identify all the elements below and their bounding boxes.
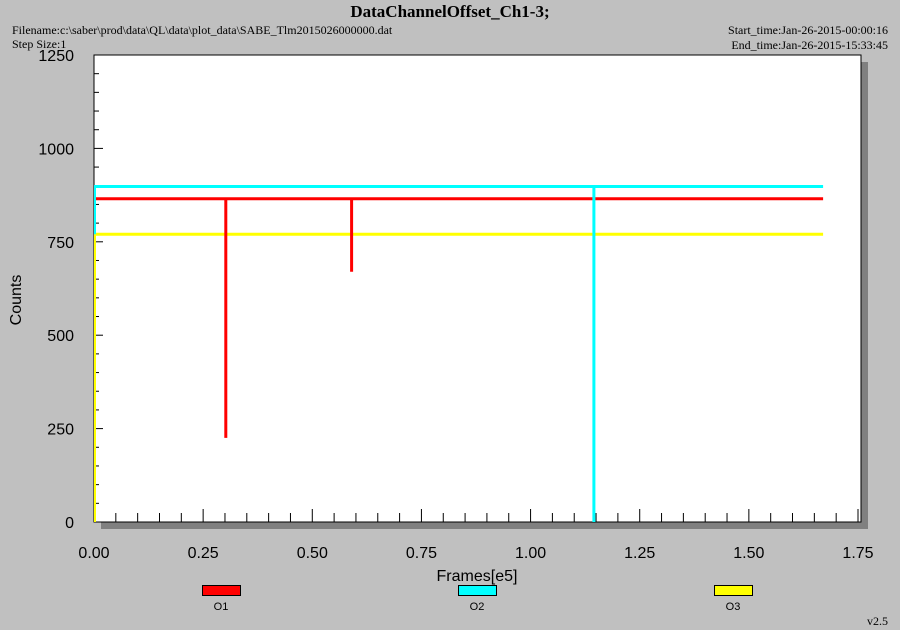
legend-label-o1: O1 — [213, 601, 229, 613]
y-tick-label: 750 — [47, 235, 74, 252]
version-label: v2.5 — [867, 614, 888, 628]
series-line-o1 — [94, 197, 824, 438]
legend-item-o1: O1 — [191, 585, 251, 613]
x-tick-label: 0.00 — [78, 545, 109, 562]
x-tick-label: 1.25 — [624, 545, 655, 562]
legend-item-o3: O3 — [703, 585, 763, 613]
step-size-label: Step Size:1 — [12, 37, 67, 51]
legend-label-o3: O3 — [725, 601, 741, 613]
series-layer — [94, 185, 824, 522]
chart-title: DataChannelOffset_Ch1-3; — [350, 2, 550, 21]
legend-label-o2: O2 — [469, 601, 485, 613]
end-time-label: End_time:Jan-26-2015-15:33:45 — [731, 38, 888, 52]
legend-swatch-o2 — [457, 585, 497, 596]
y-axis-label: Counts — [8, 275, 25, 326]
x-tick-label: 0.25 — [188, 545, 219, 562]
filename-label: Filename:c:\saber\prod\data\QL\data\plot… — [12, 23, 393, 37]
plot-area — [93, 54, 862, 523]
series-line-o2 — [94, 185, 824, 522]
start-time-label: Start_time:Jan-26-2015-00:00:16 — [728, 23, 888, 37]
legend-swatch-o1 — [201, 585, 241, 596]
tick-labels: 0 250 500 750 1000 1250 0.00 0.25 0.50 0.75 1.00 1.… — [38, 48, 873, 562]
y-tick-label: 250 — [47, 422, 74, 439]
y-tick-label: 1250 — [38, 48, 74, 65]
legend-swatch-o3 — [713, 585, 753, 596]
x-tick-label: 0.50 — [297, 545, 328, 562]
y-tick-label: 1000 — [38, 141, 74, 158]
x-tick-label: 1.00 — [515, 545, 546, 562]
x-axis-label: Frames[e5] — [437, 568, 518, 585]
y-tick-label: 0 — [65, 515, 74, 532]
legend-item-o2: O2 — [447, 585, 507, 613]
y-tick-label: 500 — [47, 328, 74, 345]
x-tick-label: 1.50 — [733, 545, 764, 562]
x-tick-label: 0.75 — [406, 545, 437, 562]
x-tick-label: 1.75 — [842, 545, 873, 562]
